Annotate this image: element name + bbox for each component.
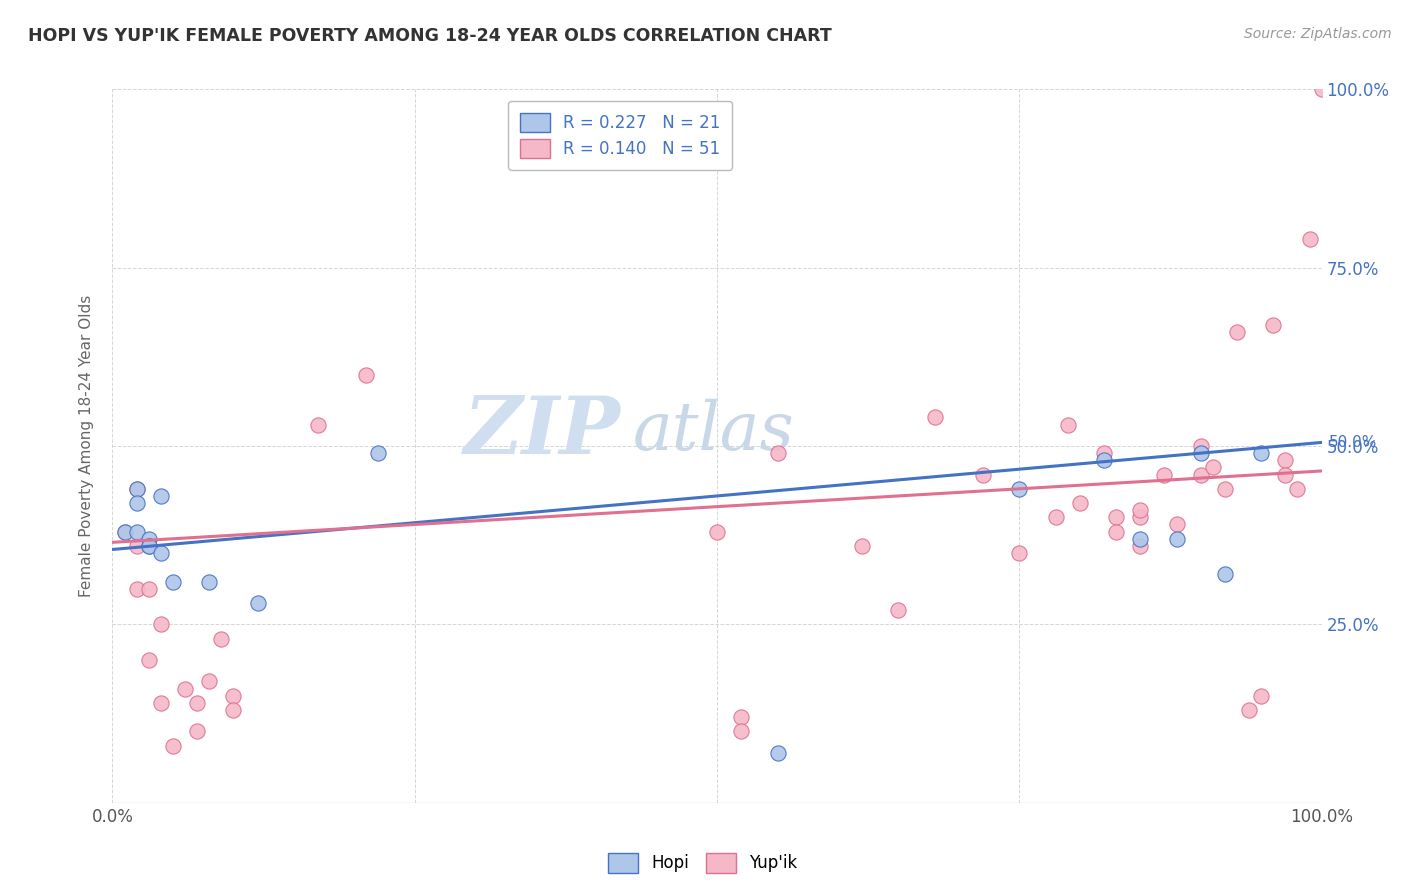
Legend: R = 0.227   N = 21, R = 0.140   N = 51: R = 0.227 N = 21, R = 0.140 N = 51 (509, 101, 733, 169)
Point (1263, 318, 1285, 332)
Point (186, 696, 208, 710)
Point (1213, 567, 1236, 582)
Point (1202, 460, 1225, 475)
Point (162, 574, 184, 589)
Point (1153, 467, 1175, 482)
Point (1237, 703, 1260, 717)
Point (149, 489, 172, 503)
Text: 50.0%: 50.0% (1329, 435, 1376, 450)
Point (766, 446, 789, 460)
Point (1056, 417, 1078, 432)
Point (114, 524, 136, 539)
Point (1129, 503, 1152, 517)
Point (1008, 482, 1031, 496)
Point (1250, 446, 1272, 460)
Point (1189, 446, 1212, 460)
Point (356, 368, 378, 382)
Point (1045, 510, 1067, 524)
Point (1105, 524, 1128, 539)
Point (138, 539, 160, 553)
Point (125, 496, 148, 510)
Point (1226, 325, 1249, 339)
Point (125, 482, 148, 496)
Point (1166, 517, 1188, 532)
Point (149, 617, 172, 632)
Text: HOPI VS YUP'IK FEMALE POVERTY AMONG 18-24 YEAR OLDS CORRELATION CHART: HOPI VS YUP'IK FEMALE POVERTY AMONG 18-2… (28, 27, 832, 45)
Point (125, 539, 148, 553)
Point (138, 653, 160, 667)
Point (138, 532, 160, 546)
Point (149, 696, 172, 710)
Text: atlas: atlas (633, 399, 794, 465)
Point (162, 739, 184, 753)
Point (138, 582, 160, 596)
Point (706, 524, 728, 539)
Point (1310, 82, 1333, 96)
Point (1008, 546, 1031, 560)
Point (972, 467, 994, 482)
Point (730, 724, 752, 739)
Point (149, 546, 172, 560)
Y-axis label: Female Poverty Among 18-24 Year Olds: Female Poverty Among 18-24 Year Olds (79, 295, 94, 597)
Point (1092, 453, 1115, 467)
Point (125, 582, 148, 596)
Point (138, 539, 160, 553)
Point (1129, 532, 1152, 546)
Point (1286, 482, 1309, 496)
Point (1092, 446, 1115, 460)
Point (1274, 453, 1296, 467)
Point (851, 539, 873, 553)
Point (924, 410, 946, 425)
Point (186, 724, 208, 739)
Point (174, 681, 197, 696)
Legend: Hopi, Yup'ik: Hopi, Yup'ik (602, 847, 804, 880)
Text: ZIP: ZIP (464, 393, 620, 470)
Point (1298, 232, 1320, 246)
Point (307, 417, 329, 432)
Point (1105, 510, 1128, 524)
Point (766, 746, 789, 760)
Point (1213, 482, 1236, 496)
Point (367, 446, 389, 460)
Point (114, 524, 136, 539)
Point (198, 574, 221, 589)
Point (1189, 467, 1212, 482)
Point (1250, 689, 1272, 703)
Point (222, 703, 245, 717)
Point (125, 524, 148, 539)
Point (1069, 496, 1091, 510)
Point (1129, 510, 1152, 524)
Point (198, 674, 221, 689)
Point (1189, 439, 1212, 453)
Point (1166, 532, 1188, 546)
Point (1129, 539, 1152, 553)
Point (730, 710, 752, 724)
Text: Source: ZipAtlas.com: Source: ZipAtlas.com (1244, 27, 1392, 41)
Point (1274, 467, 1296, 482)
Point (209, 632, 232, 646)
Point (125, 482, 148, 496)
Point (222, 689, 245, 703)
Point (887, 603, 910, 617)
Point (246, 596, 269, 610)
